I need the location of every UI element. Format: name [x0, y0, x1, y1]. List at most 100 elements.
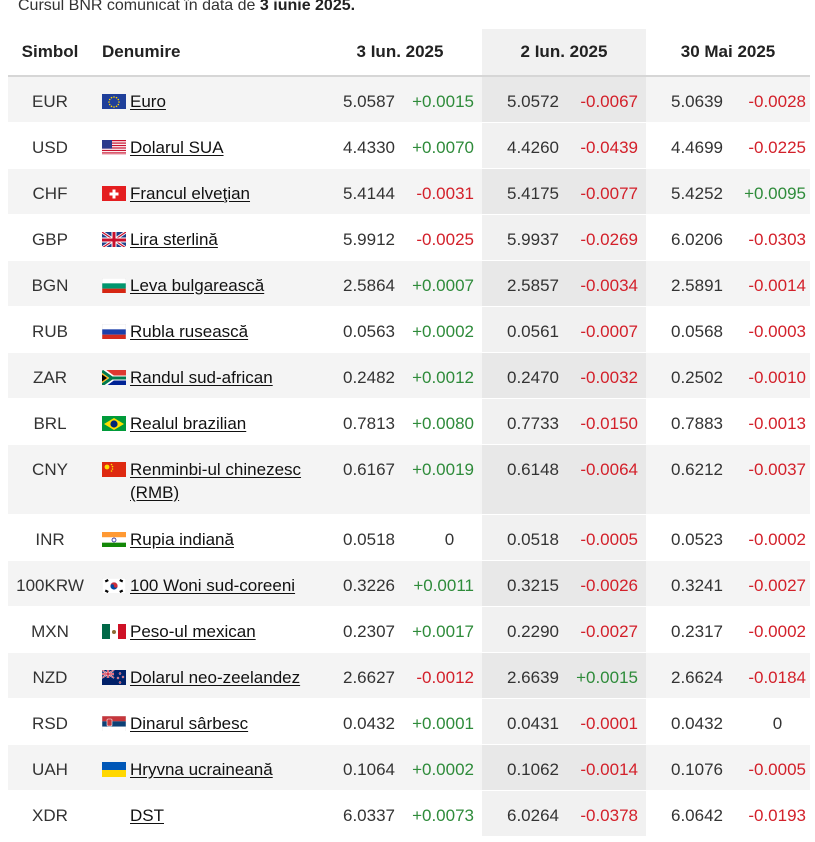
rate-value-3: 0.7883: [671, 413, 723, 433]
currency-symbol: UAH: [32, 759, 68, 779]
za-flag-icon: [102, 368, 126, 385]
rate-value-1: 0.0432: [343, 713, 395, 733]
rate-value-1: 2.6627: [343, 667, 395, 687]
currency-name-link[interactable]: Francul elveţian: [130, 183, 251, 203]
currency-symbol: CNY: [32, 459, 68, 479]
currency-symbol: NZD: [32, 667, 68, 687]
ch-flag-icon: [102, 185, 126, 201]
rs-flag-icon: [102, 715, 126, 731]
currency-name-link[interactable]: Peso-ul mexican: [130, 621, 256, 641]
rate-value-2: 5.9937: [507, 229, 559, 249]
ru-flag-icon: [102, 323, 126, 339]
rate-change-3: -0.0184: [748, 667, 807, 687]
rate-value-2: 0.2470: [507, 367, 559, 387]
rate-change-3: -0.0193: [748, 805, 807, 825]
rate-value-1: 4.4330: [343, 137, 395, 157]
rate-value-2: 6.0264: [507, 805, 559, 825]
table-row: XDR DST 6.0337 +0.0073 6.0264 -0.0378 6.…: [8, 790, 811, 837]
currency-name-link[interactable]: Rupia indiană: [130, 529, 234, 549]
rate-change-1: +0.0080: [412, 413, 474, 433]
nz-flag-icon: [102, 668, 126, 685]
table-row: UAH Hryvna ucraineană 0.1064 +0.0002 0.1…: [8, 744, 811, 791]
currency-symbol: EUR: [32, 92, 68, 111]
rate-change-2: -0.0032: [580, 367, 638, 387]
rate-change-2: -0.0005: [580, 529, 638, 549]
rate-value-1: 0.0563: [343, 321, 395, 341]
eu-flag-icon: [102, 93, 126, 109]
rate-value-3: 0.1076: [671, 759, 723, 779]
currency-name-link[interactable]: Dolarul neo-zeelandez: [130, 667, 301, 687]
us-flag-icon: [102, 139, 126, 155]
rate-change-2: -0.0026: [580, 575, 638, 595]
currency-name-link[interactable]: Lira sterlină: [130, 229, 218, 249]
rate-value-3: 0.0568: [671, 321, 723, 341]
rate-change-2: -0.0269: [580, 229, 638, 249]
rate-value-1: 2.5864: [343, 275, 395, 295]
rate-value-2: 4.4260: [507, 137, 559, 157]
rate-change-3: -0.0027: [748, 575, 807, 595]
currency-symbol: BGN: [31, 275, 69, 295]
header-date-3: 30 Mai 2025: [646, 29, 811, 77]
rate-change-3: -0.0010: [748, 367, 807, 387]
rate-value-2: 0.6148: [507, 459, 559, 479]
currency-symbol: MXN: [31, 621, 69, 641]
rate-value-1: 0.3226: [343, 575, 395, 595]
mx-flag-icon: [102, 623, 126, 639]
rate-value-1: 0.1064: [343, 759, 395, 779]
rate-change-1: +0.0007: [412, 275, 474, 295]
rate-value-2: 0.1062: [507, 759, 559, 779]
table-row: GBP Lira sterlină 5.9912 -0.0025 5.9937 …: [8, 214, 811, 261]
ua-flag-icon: [102, 761, 126, 777]
currency-name-link[interactable]: Dinarul sârbesc: [130, 713, 249, 733]
header-name: Denumire: [92, 29, 318, 77]
rate-change-3: -0.0225: [748, 137, 807, 157]
currency-name-link[interactable]: Dolarul SUA: [130, 137, 224, 157]
currency-symbol: USD: [32, 137, 68, 157]
table-row: BGN Leva bulgarească 2.5864 +0.0007 2.58…: [8, 260, 811, 307]
currency-name-link[interactable]: 100 Woni sud-coreeni: [130, 575, 296, 595]
rate-change-1: +0.0002: [412, 759, 474, 779]
currency-name-link[interactable]: Rubla rusească: [130, 321, 249, 341]
currency-name-link[interactable]: Hryvna ucraineană: [130, 759, 273, 779]
table-body: EUR Euro 5.0587 +0.0015 5.0572 -0.0067 5…: [8, 76, 811, 837]
table-row: NZD Dolarul neo-zeelandez 2.6627 -0.0012…: [8, 652, 811, 699]
table-row: RUB Rubla rusească 0.0563 +0.0002 0.0561…: [8, 306, 811, 353]
rate-value-3: 2.6624: [671, 667, 723, 687]
rate-value-1: 5.0587: [343, 92, 395, 111]
rate-value-3: 2.5891: [671, 275, 723, 295]
rate-change-1: +0.0011: [413, 575, 474, 595]
currency-name-link[interactable]: Realul brazilian: [130, 413, 247, 433]
table-row: ZAR Randul sud-african 0.2482 +0.0012 0.…: [8, 352, 811, 399]
currency-name-link[interactable]: Renminbi-ul chinezesc (RMB): [130, 459, 302, 502]
rate-change-1: -0.0012: [416, 667, 474, 687]
flag-placeholder-icon: [102, 807, 126, 823]
rate-change-2: -0.0007: [580, 321, 638, 341]
rate-change-3: -0.0028: [748, 92, 807, 111]
rate-change-1: +0.0015: [412, 92, 474, 111]
rate-change-1: +0.0012: [412, 367, 474, 387]
table-row: MXN Peso-ul mexican 0.2307 +0.0017 0.229…: [8, 606, 811, 653]
rate-value-3: 5.4252: [671, 183, 723, 203]
rate-value-3: 6.0642: [671, 805, 723, 825]
rate-value-3: 0.6212: [671, 459, 723, 479]
currency-name-link[interactable]: DST: [130, 805, 164, 825]
currency-name-link[interactable]: Randul sud-african: [130, 367, 273, 387]
rate-value-3: 0.0523: [671, 529, 723, 549]
currency-name-link[interactable]: Euro: [130, 92, 166, 111]
currency-symbol: BRL: [33, 413, 67, 433]
rate-value-3: 4.4699: [671, 137, 723, 157]
rate-change-2: -0.0067: [580, 92, 638, 111]
rate-change-1: +0.0002: [412, 321, 474, 341]
header-date-2: 2 Iun. 2025: [482, 29, 646, 77]
caption-date: 3 iunie 2025.: [259, 0, 356, 14]
rate-value-2: 0.0561: [507, 321, 559, 341]
rate-value-1: 0.7813: [343, 413, 395, 433]
table-row: USD Dolarul SUA 4.4330 +0.0070 4.4260 -0…: [8, 122, 811, 169]
currency-symbol: XDR: [32, 805, 68, 825]
table-row: EUR Euro 5.0587 +0.0015 5.0572 -0.0067 5…: [8, 76, 811, 123]
rate-value-2: 5.4175: [507, 183, 559, 203]
rate-value-1: 5.9912: [343, 229, 395, 249]
rate-change-2: -0.0064: [580, 459, 638, 479]
in-flag-icon: [102, 531, 126, 547]
currency-name-link[interactable]: Leva bulgarească: [130, 275, 265, 295]
